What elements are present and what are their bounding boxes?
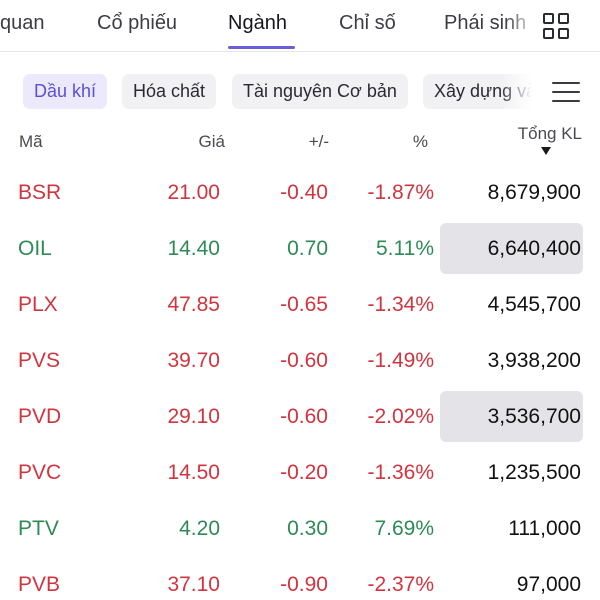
- volume-cell: 1,235,500: [487, 461, 581, 484]
- header-volume[interactable]: Tổng KL: [517, 124, 582, 143]
- tab-tong-quan[interactable]: quan: [0, 12, 45, 34]
- volume-highlight: [440, 391, 583, 442]
- symbol-cell: PVB: [18, 573, 61, 596]
- price-cell: 14.40: [167, 237, 220, 260]
- chip-dau-khi[interactable]: Dầu khí: [23, 74, 108, 109]
- price-cell: 29.10: [167, 405, 220, 428]
- percent-cell: -1.49%: [367, 349, 434, 372]
- change-cell: -0.65: [280, 293, 328, 316]
- symbol-cell: PTV: [18, 517, 59, 540]
- volume-highlight: [440, 223, 583, 274]
- percent-cell: -2.02%: [367, 405, 434, 428]
- percent-cell: 7.69%: [374, 517, 434, 540]
- percent-cell: -1.87%: [367, 181, 434, 204]
- price-cell: 47.85: [167, 293, 220, 316]
- symbol-cell: PVD: [18, 405, 62, 428]
- price-cell: 21.00: [167, 181, 220, 204]
- percent-cell: -1.36%: [367, 461, 434, 484]
- change-cell: -0.60: [280, 349, 328, 372]
- tab-overflow-fade: [505, 0, 537, 50]
- price-cell: 37.10: [167, 573, 220, 596]
- change-cell: -0.90: [280, 573, 328, 596]
- table-row[interactable]: PTV 4.20 0.30 7.69% 111,000: [0, 501, 600, 557]
- sort-desc-icon: [541, 147, 551, 155]
- change-cell: -0.40: [280, 181, 328, 204]
- chip-overflow-fade: [500, 72, 540, 112]
- volume-cell: 8,679,900: [487, 181, 581, 204]
- chip-hoa-chat[interactable]: Hóa chất: [122, 74, 217, 109]
- tab-nganh[interactable]: Ngành: [228, 12, 287, 34]
- table-row[interactable]: BSR 21.00 -0.40 -1.87% 8,679,900: [0, 165, 600, 221]
- volume-cell: 6,640,400: [487, 237, 581, 260]
- table-row[interactable]: PLX 47.85 -0.65 -1.34% 4,545,700: [0, 277, 600, 333]
- header-change[interactable]: +/-: [308, 132, 329, 151]
- change-cell: -0.60: [280, 405, 328, 428]
- chip-tai-nguyen-co-ban[interactable]: Tài nguyên Cơ bản: [232, 74, 408, 109]
- sector-list-icon[interactable]: [552, 80, 580, 104]
- volume-cell: 4,545,700: [487, 293, 581, 316]
- volume-cell: 97,000: [516, 573, 581, 596]
- symbol-cell: BSR: [18, 181, 62, 204]
- change-cell: 0.30: [287, 517, 328, 540]
- table-row[interactable]: OIL 14.40 0.70 5.11% 6,640,400: [0, 221, 600, 277]
- header-percent[interactable]: %: [412, 132, 428, 151]
- percent-cell: -2.37%: [367, 573, 434, 596]
- change-cell: -0.20: [280, 461, 328, 484]
- table-row[interactable]: PVD 29.10 -0.60 -2.02% 3,536,700: [0, 389, 600, 445]
- table-row[interactable]: PVC 14.50 -0.20 -1.36% 1,235,500: [0, 445, 600, 501]
- header-price[interactable]: Giá: [198, 132, 225, 151]
- active-tab-indicator: [228, 46, 295, 49]
- price-cell: 4.20: [179, 517, 220, 540]
- percent-cell: -1.34%: [367, 293, 434, 316]
- price-cell: 39.70: [167, 349, 220, 372]
- volume-cell: 3,536,700: [487, 405, 581, 428]
- change-cell: 0.70: [287, 237, 328, 260]
- header-symbol[interactable]: Mã: [19, 132, 43, 151]
- price-cell: 14.50: [167, 461, 220, 484]
- symbol-cell: PVS: [18, 349, 61, 372]
- table-row[interactable]: PVS 39.70 -0.60 -1.49% 3,938,200: [0, 333, 600, 389]
- symbol-cell: PLX: [18, 293, 58, 316]
- volume-cell: 3,938,200: [487, 349, 581, 372]
- tab-co-phieu[interactable]: Cổ phiếu: [97, 12, 178, 34]
- percent-cell: 5.11%: [376, 237, 434, 260]
- table-row[interactable]: PVB 37.10 -0.90 -2.37% 97,000: [0, 557, 600, 600]
- symbol-cell: OIL: [18, 237, 52, 260]
- top-tab-bar: quan Cổ phiếu Ngành Chỉ số Phái sinh: [0, 0, 600, 52]
- volume-cell: 111,000: [508, 517, 581, 540]
- tab-chi-so[interactable]: Chỉ số: [339, 12, 396, 34]
- symbol-cell: PVC: [18, 461, 62, 484]
- grid-menu-icon[interactable]: [542, 11, 572, 41]
